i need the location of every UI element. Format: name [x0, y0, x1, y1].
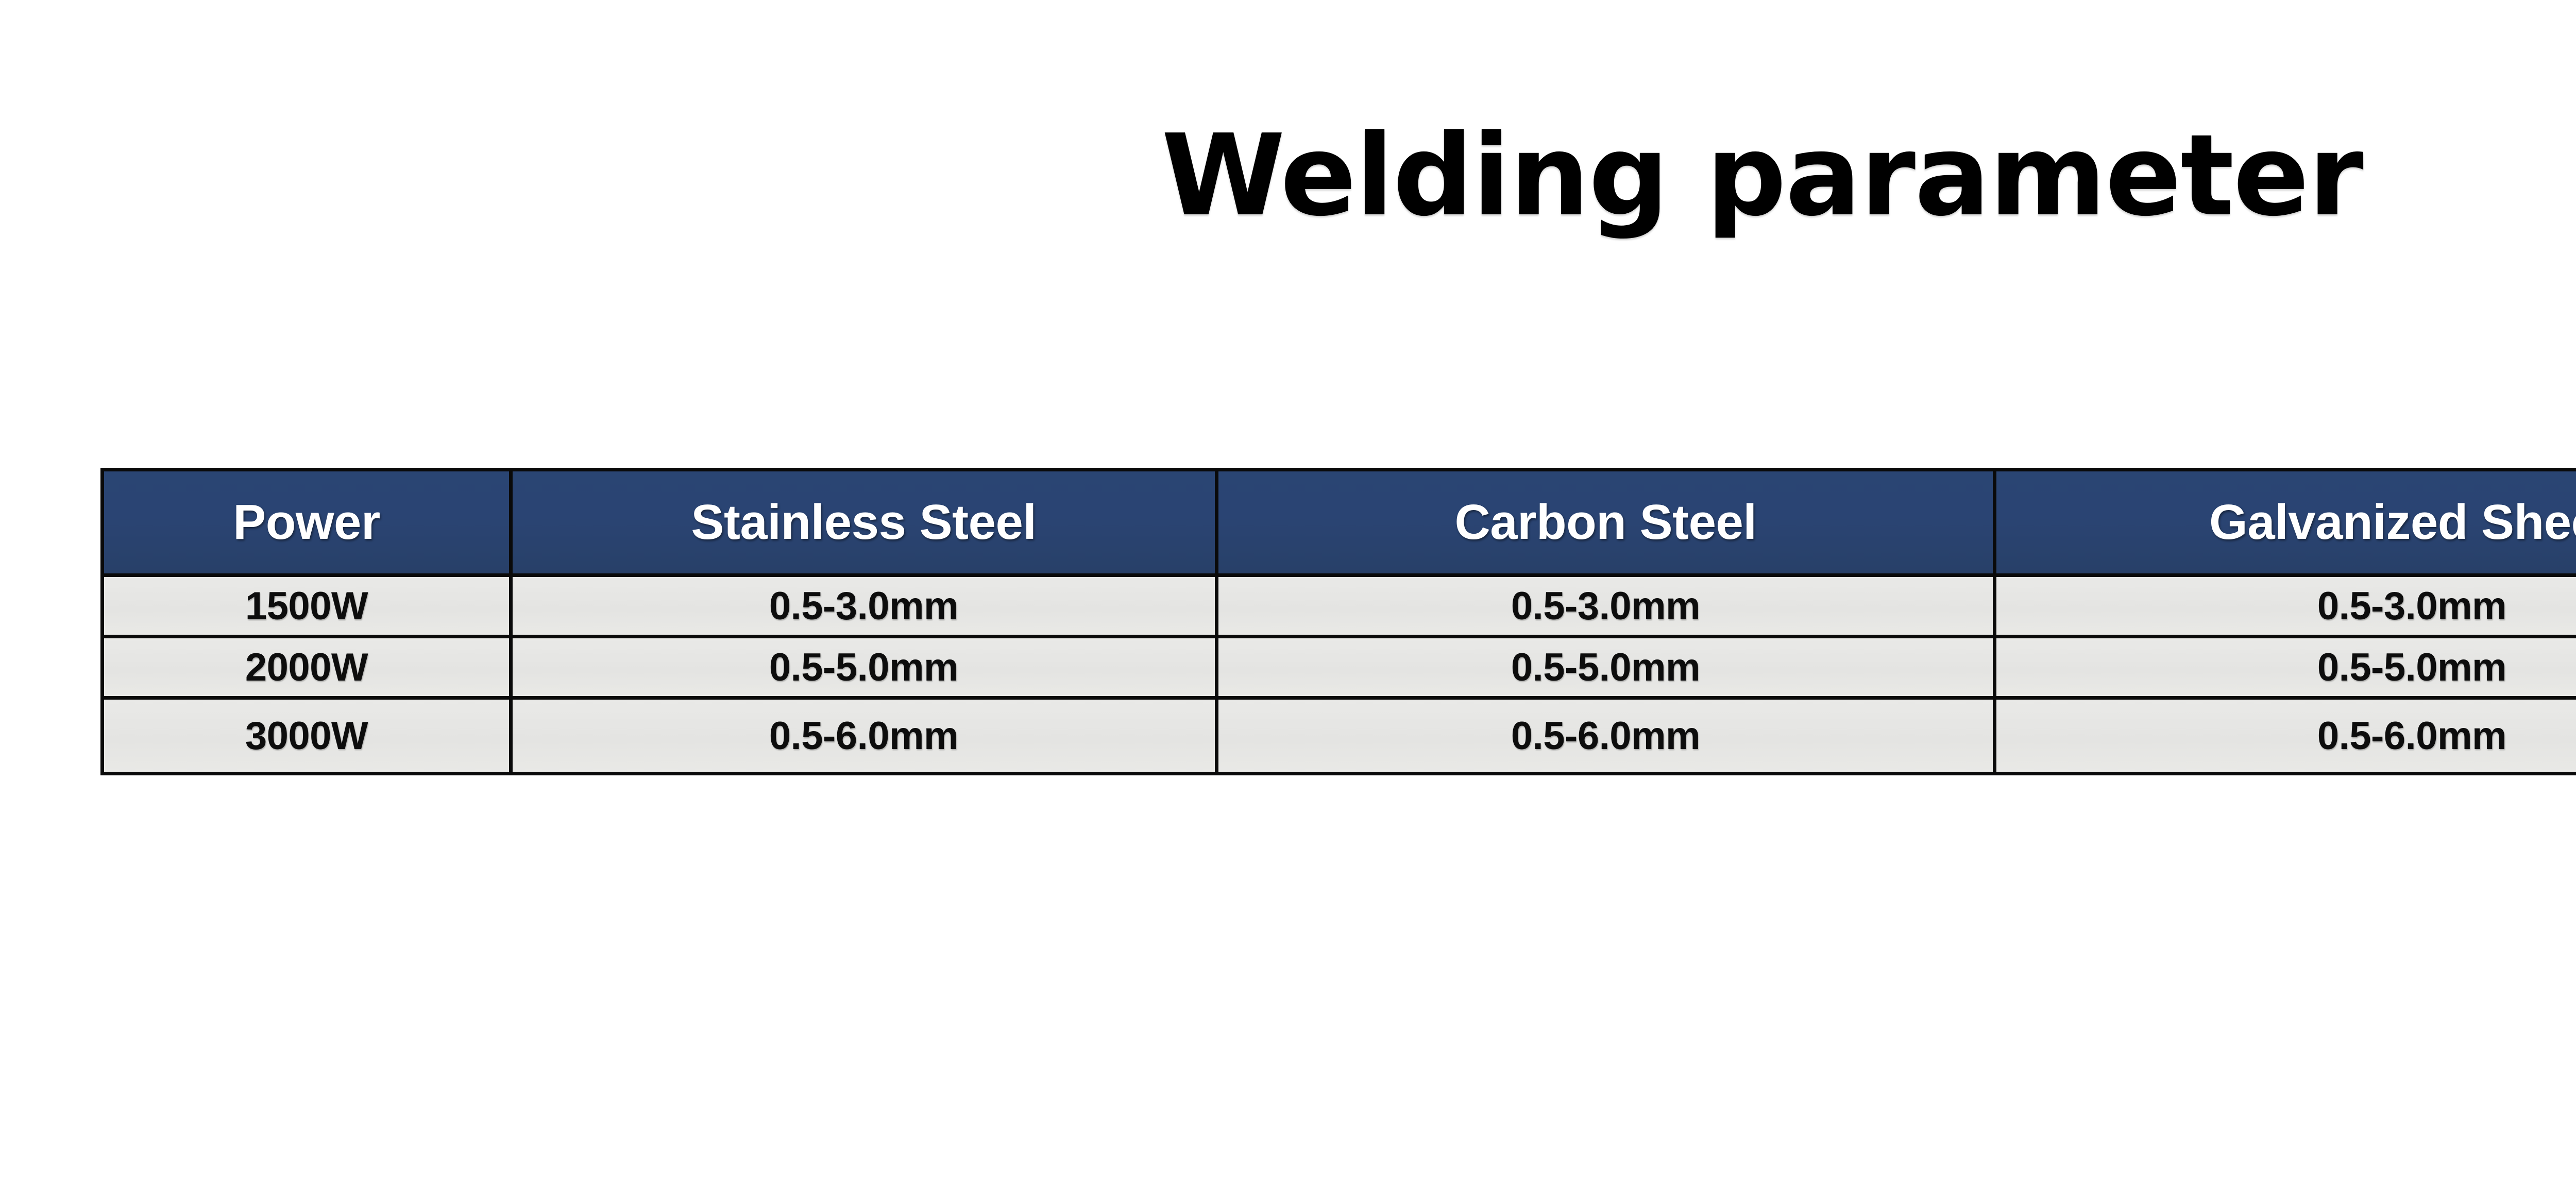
cell-carbon: 0.5-3.0mm	[1215, 573, 1996, 638]
table-row: 1500W 0.5-3.0mm 0.5-3.0mm 0.5-3.0mm 0.5-…	[100, 573, 2576, 638]
column-header-stainless: Stainless Steel	[509, 468, 1218, 577]
cell-stainless: 0.5-3.0mm	[509, 573, 1218, 638]
column-header-carbon: Carbon Steel	[1215, 468, 1996, 577]
cell-galvanized: 0.5-5.0mm	[1993, 635, 2576, 700]
cell-carbon: 0.5-6.0mm	[1215, 696, 1996, 775]
column-header-power: Power	[100, 468, 513, 577]
cell-stainless: 0.5-5.0mm	[509, 635, 1218, 700]
column-header-galvanized: Galvanized Sheet	[1993, 468, 2576, 577]
cell-carbon: 0.5-5.0mm	[1215, 635, 1996, 700]
cell-stainless: 0.5-6.0mm	[509, 696, 1218, 775]
table-header: Power Stainless Steel Carbon Steel Galva…	[100, 468, 2576, 577]
table-row: 3000W 0.5-6.0mm 0.5-6.0mm 0.5-6.0mm 0.5-…	[100, 696, 2576, 775]
table-header-row: Power Stainless Steel Carbon Steel Galva…	[100, 468, 2576, 577]
table-body: 1500W 0.5-3.0mm 0.5-3.0mm 0.5-3.0mm 0.5-…	[100, 573, 2576, 775]
page-title: Welding parameter	[1161, 111, 2364, 241]
cell-galvanized: 0.5-3.0mm	[1993, 573, 2576, 638]
cell-power: 1500W	[100, 573, 513, 638]
welding-parameter-table-container: Power Stainless Steel Carbon Steel Galva…	[100, 468, 2576, 775]
page-title-container: Welding parameter	[0, 117, 2576, 235]
cell-power: 3000W	[100, 696, 513, 775]
cell-galvanized: 0.5-6.0mm	[1993, 696, 2576, 775]
table-row: 2000W 0.5-5.0mm 0.5-5.0mm 0.5-5.0mm 0.5-…	[100, 635, 2576, 700]
welding-parameter-table: Power Stainless Steel Carbon Steel Galva…	[100, 468, 2576, 775]
cell-power: 2000W	[100, 635, 513, 700]
